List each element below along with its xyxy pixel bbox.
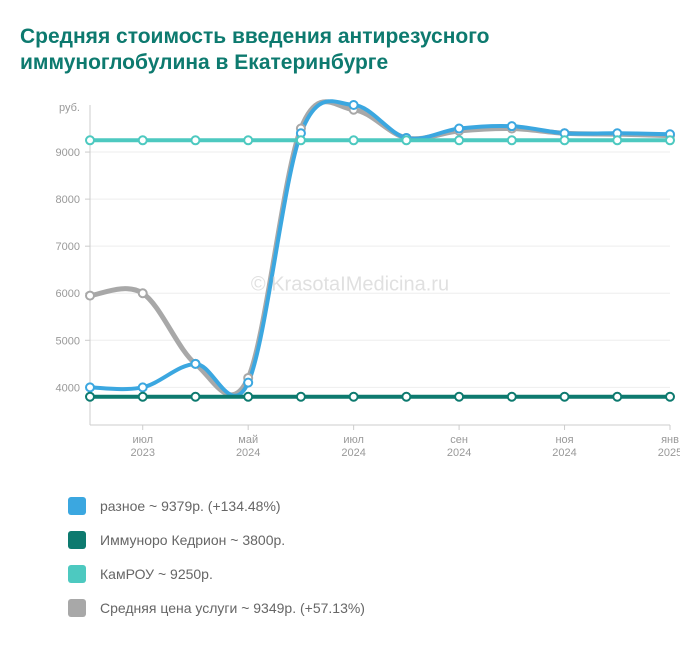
legend-label: разное ~ 9379р. (+134.48%) bbox=[100, 498, 281, 514]
legend-item: КамРОУ ~ 9250р. bbox=[68, 565, 680, 583]
svg-text:8000: 8000 bbox=[56, 194, 80, 206]
svg-text:2023: 2023 bbox=[130, 447, 154, 459]
chart-title: Средняя стоимость введения антирезусного… bbox=[20, 24, 680, 77]
svg-text:2025: 2025 bbox=[658, 447, 680, 459]
svg-text:июл: июл bbox=[132, 434, 153, 446]
svg-text:9000: 9000 bbox=[56, 147, 80, 159]
svg-text:2024: 2024 bbox=[447, 447, 471, 459]
chart-plot-area: 400050006000700080009000руб.июл2023май20… bbox=[20, 95, 680, 475]
svg-text:май: май bbox=[238, 434, 258, 446]
chart-container: Средняя стоимость введения антирезусного… bbox=[0, 0, 700, 653]
svg-text:7000: 7000 bbox=[56, 241, 80, 253]
legend-item: Иммуноро Кедрион ~ 3800р. bbox=[68, 531, 680, 549]
legend-label: Иммуноро Кедрион ~ 3800р. bbox=[100, 532, 285, 548]
svg-text:4000: 4000 bbox=[56, 382, 80, 394]
svg-text:июл: июл bbox=[343, 434, 364, 446]
legend-swatch bbox=[68, 565, 86, 583]
legend-swatch bbox=[68, 531, 86, 549]
legend-swatch bbox=[68, 497, 86, 515]
svg-text:5000: 5000 bbox=[56, 335, 80, 347]
svg-text:2024: 2024 bbox=[236, 447, 260, 459]
legend-swatch bbox=[68, 599, 86, 617]
chart-legend: разное ~ 9379р. (+134.48%) Иммуноро Кедри… bbox=[20, 497, 680, 617]
svg-text:янв: янв bbox=[661, 434, 679, 446]
svg-text:2024: 2024 bbox=[552, 447, 576, 459]
svg-text:6000: 6000 bbox=[56, 288, 80, 300]
legend-label: Средняя цена услуги ~ 9349р. (+57.13%) bbox=[100, 600, 365, 616]
svg-text:сен: сен bbox=[450, 434, 468, 446]
svg-text:руб.: руб. bbox=[59, 102, 80, 114]
legend-item: разное ~ 9379р. (+134.48%) bbox=[68, 497, 680, 515]
legend-item: Средняя цена услуги ~ 9349р. (+57.13%) bbox=[68, 599, 680, 617]
line-chart-svg: 400050006000700080009000руб.июл2023май20… bbox=[20, 95, 680, 475]
svg-text:ноя: ноя bbox=[555, 434, 573, 446]
legend-label: КамРОУ ~ 9250р. bbox=[100, 566, 213, 582]
svg-text:2024: 2024 bbox=[341, 447, 365, 459]
